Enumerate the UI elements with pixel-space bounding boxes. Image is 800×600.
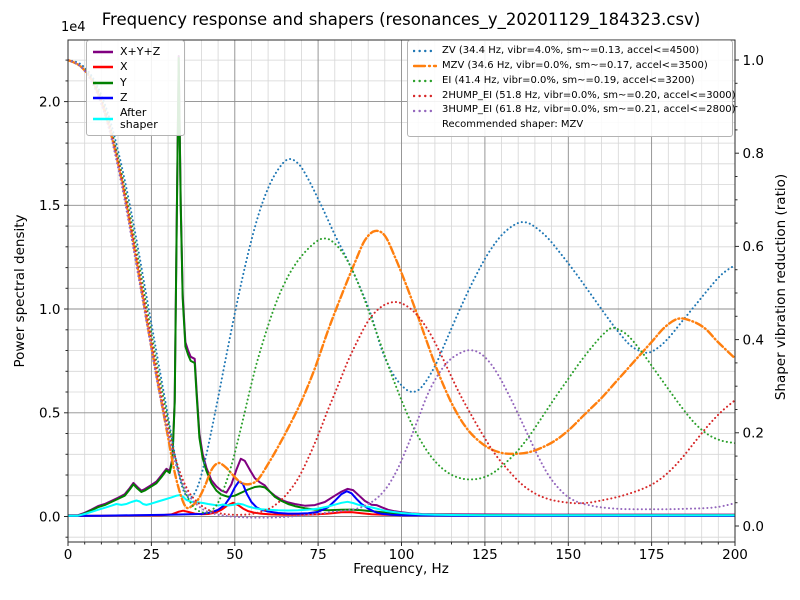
legend-line-sample bbox=[93, 50, 113, 53]
legend-item: X+Y+Z bbox=[92, 44, 180, 60]
y-axis-offset-text: 1e4 bbox=[61, 20, 86, 35]
x-tick-label: 50 bbox=[226, 547, 243, 563]
curves bbox=[68, 55, 735, 519]
y-left-tick-label: 2.0 bbox=[39, 94, 60, 110]
x-tick-label: 150 bbox=[555, 547, 581, 563]
legend-item: Y bbox=[92, 75, 180, 91]
legend-psd: X+Y+Z X Y Z After shaper bbox=[86, 40, 185, 136]
legend-line-sample bbox=[93, 117, 113, 121]
legend-item: After shaper bbox=[92, 106, 180, 132]
legend-item-label: Z bbox=[120, 91, 128, 104]
y-right-tick-label: 0.6 bbox=[743, 239, 764, 255]
legend-footer-spacer bbox=[413, 125, 437, 126]
legend-item-label: ZV (34.4 Hz, vibr=4.0%, sm~=0.13, accel<… bbox=[442, 45, 700, 57]
legend-line-sample bbox=[93, 97, 113, 100]
tick-marks bbox=[64, 59, 739, 546]
legend-item-label: 3HUMP_EI (61.8 Hz, vibr=0.0%, sm~=0.21, … bbox=[442, 104, 736, 116]
legend-item-label: X+Y+Z bbox=[120, 44, 161, 58]
y-right-tick-label: 0.8 bbox=[743, 146, 764, 162]
y-right-tick-label: 0.2 bbox=[743, 426, 764, 442]
psd-curve-after-shaper bbox=[68, 494, 735, 517]
legend-item-label: EI (41.4 Hz, vibr=0.0%, sm~=0.19, accel<… bbox=[442, 74, 695, 86]
legend-item: MZV (34.6 Hz, vibr=0.0%, sm~=0.17, accel… bbox=[413, 59, 728, 74]
x-tick-label: 175 bbox=[639, 547, 665, 563]
shaper-curve-3hump_ei bbox=[68, 59, 735, 519]
y-left-tick-label: 0.0 bbox=[39, 509, 60, 525]
legend-item: Recommended shaper: MZV bbox=[413, 118, 728, 133]
legend-item-label: X bbox=[120, 60, 128, 73]
legend-item: EI (41.4 Hz, vibr=0.0%, sm~=0.19, accel<… bbox=[413, 74, 728, 89]
tick-labels: 0 25 50 75 100 125 150 175 200 0.0 0.5 1.0 1.5 2.0 0.0… bbox=[39, 53, 764, 563]
legend-item-label: MZV (34.6 Hz, vibr=0.0%, sm~=0.17, accel… bbox=[442, 59, 708, 71]
legend-shapers: ZV (34.4 Hz, vibr=4.0%, sm~=0.13, accel<… bbox=[407, 40, 736, 137]
psd-curve-x bbox=[68, 501, 735, 517]
legend-item-label: Y bbox=[120, 75, 127, 89]
legend-line-sample bbox=[413, 94, 437, 97]
y-axis-left-label: Power spectral density bbox=[12, 214, 28, 368]
legend-item: 2HUMP_EI (51.8 Hz, vibr=0.0%, sm~=0.20, … bbox=[413, 88, 736, 103]
legend-line-sample bbox=[93, 81, 113, 84]
shaper-curve-2hump_ei bbox=[68, 59, 735, 516]
legend-item-label: 2HUMP_EI (51.8 Hz, vibr=0.0%, sm~=0.20, … bbox=[442, 89, 736, 101]
legend-line-sample bbox=[413, 79, 437, 83]
x-tick-label: 75 bbox=[310, 547, 327, 563]
x-tick-label: 100 bbox=[389, 547, 415, 563]
y-left-tick-label: 1.0 bbox=[39, 302, 60, 318]
shaper-curve-ei bbox=[68, 59, 735, 515]
psd-curve-y bbox=[68, 57, 735, 517]
y-axis-right-label: Shaper vibration reduction (ratio) bbox=[773, 173, 789, 401]
psd-curve-x-y-z bbox=[68, 55, 735, 517]
x-tick-label: 125 bbox=[472, 547, 498, 563]
y-left-tick-label: 0.5 bbox=[39, 406, 60, 422]
legend-line-sample bbox=[413, 64, 437, 68]
x-tick-label: 200 bbox=[722, 547, 748, 563]
legend-line-sample bbox=[413, 109, 437, 112]
chart-title: Frequency response and shapers (resonanc… bbox=[101, 10, 701, 29]
legend-item: ZV (34.4 Hz, vibr=4.0%, sm~=0.13, accel<… bbox=[413, 44, 728, 59]
legend-item: 3HUMP_EI (61.8 Hz, vibr=0.0%, sm~=0.21, … bbox=[413, 103, 736, 118]
recommended-shaper-text: Recommended shaper: MZV bbox=[442, 119, 584, 131]
x-tick-label: 0 bbox=[64, 547, 73, 563]
y-left-tick-label: 1.5 bbox=[39, 198, 60, 214]
legend-line-sample bbox=[93, 66, 113, 69]
x-axis-label: Frequency, Hz bbox=[353, 561, 449, 577]
legend-line-sample bbox=[413, 50, 437, 53]
shaper-curve-mzv bbox=[68, 58, 735, 510]
y-right-tick-label: 1.0 bbox=[743, 53, 764, 69]
legend-item: Z bbox=[92, 91, 180, 107]
y-right-tick-label: 0.4 bbox=[743, 332, 764, 348]
x-tick-label: 25 bbox=[143, 547, 160, 563]
y-right-tick-label: 0.0 bbox=[743, 519, 764, 535]
legend-item-label: After shaper bbox=[120, 105, 158, 131]
legend-item: X bbox=[92, 60, 180, 76]
